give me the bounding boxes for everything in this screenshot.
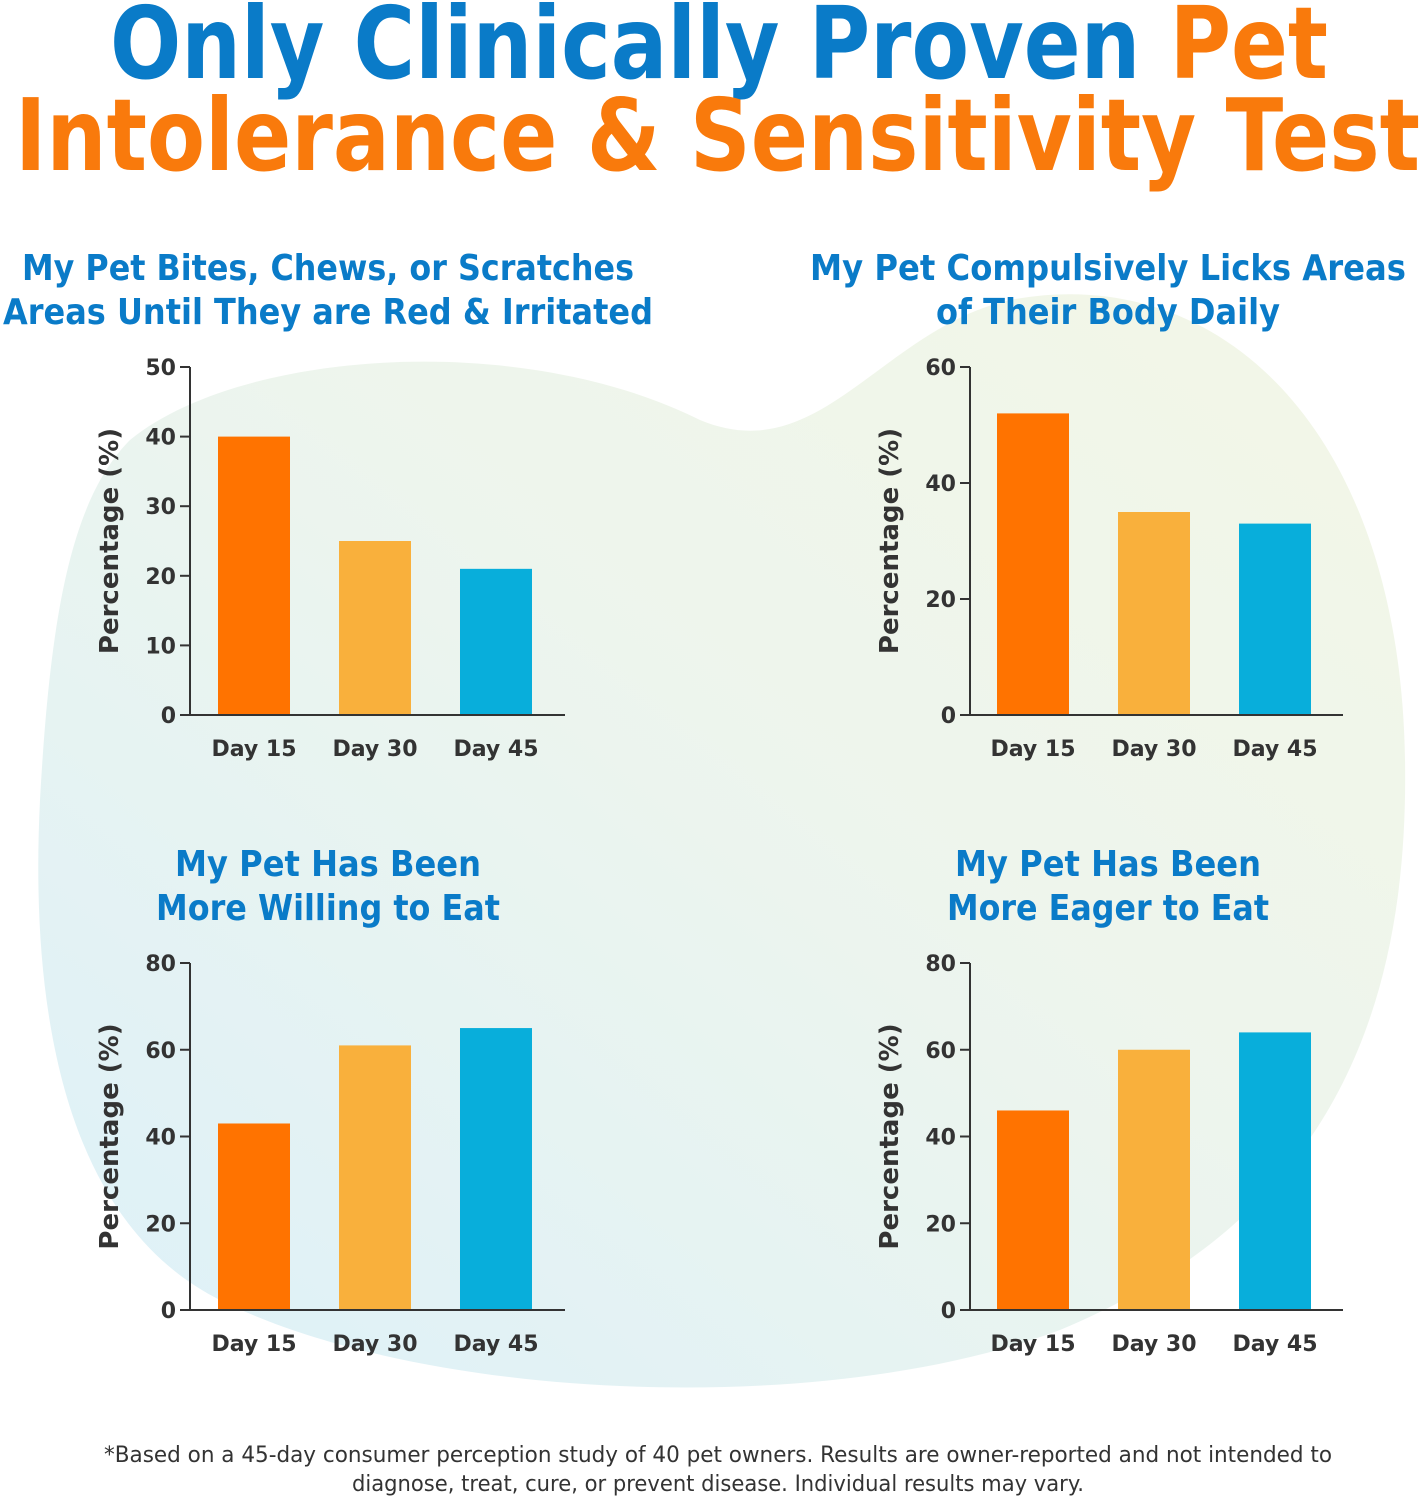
bar — [218, 436, 290, 715]
x-tick-label: Day 45 — [453, 737, 538, 762]
y-tick-label: 20 — [145, 565, 176, 590]
bar — [997, 413, 1069, 715]
y-tick-label: 0 — [161, 704, 176, 729]
y-axis-label: Percentage (%) — [875, 1023, 905, 1249]
bar — [339, 1045, 411, 1310]
chart-title: of Their Body Daily — [936, 292, 1280, 333]
title-part: Only Clinically Proven — [110, 0, 1170, 102]
chart-title: Areas Until They are Red & Irritated — [3, 292, 653, 333]
footnote: *Based on a 45-day consumer perception s… — [104, 1443, 1332, 1468]
y-axis-label: Percentage (%) — [875, 428, 905, 654]
bar — [460, 1028, 532, 1310]
y-tick-label: 80 — [145, 952, 176, 977]
y-tick-label: 0 — [161, 1299, 176, 1324]
x-tick-label: Day 30 — [332, 737, 417, 762]
x-tick-label: Day 15 — [211, 1332, 296, 1357]
chart-title: More Eager to Eat — [947, 888, 1269, 929]
bar — [997, 1110, 1069, 1310]
y-tick-label: 40 — [145, 1126, 176, 1151]
x-tick-label: Day 15 — [990, 1332, 1075, 1357]
title-part: Intolerance & Sensitivity Test — [15, 77, 1420, 194]
bar — [1118, 1049, 1190, 1310]
y-tick-label: 40 — [145, 426, 176, 451]
x-tick-label: Day 15 — [211, 737, 296, 762]
title-part: Pet — [1170, 0, 1328, 102]
x-tick-label: Day 30 — [1111, 737, 1196, 762]
y-tick-label: 60 — [145, 1039, 176, 1064]
y-axis-label: Percentage (%) — [95, 1023, 125, 1249]
chart-title: More Willing to Eat — [156, 888, 500, 929]
page-title-line: Only Clinically Proven Pet — [110, 0, 1328, 102]
chart-title: My Pet Bites, Chews, or Scratches — [22, 248, 634, 289]
y-axis-label: Percentage (%) — [95, 428, 125, 654]
y-tick-label: 0 — [941, 1299, 956, 1324]
bar — [339, 541, 411, 715]
y-tick-label: 30 — [145, 495, 176, 520]
y-tick-label: 20 — [925, 1212, 956, 1237]
y-tick-label: 40 — [925, 472, 956, 497]
y-tick-label: 0 — [941, 704, 956, 729]
page-title-line: Intolerance & Sensitivity Test — [15, 77, 1420, 194]
y-tick-label: 20 — [145, 1212, 176, 1237]
chart-title: My Pet Has Been — [175, 844, 481, 885]
x-tick-label: Day 30 — [1111, 1332, 1196, 1357]
bar — [218, 1123, 290, 1310]
y-tick-label: 80 — [925, 952, 956, 977]
x-tick-label: Day 30 — [332, 1332, 417, 1357]
x-tick-label: Day 15 — [990, 737, 1075, 762]
bar — [1118, 512, 1190, 715]
y-tick-label: 40 — [925, 1126, 956, 1151]
chart-title: My Pet Compulsively Licks Areas — [810, 248, 1406, 289]
footnote: diagnose, treat, cure, or prevent diseas… — [352, 1472, 1084, 1497]
x-tick-label: Day 45 — [1232, 737, 1317, 762]
y-tick-label: 60 — [925, 356, 956, 381]
x-tick-label: Day 45 — [453, 1332, 538, 1357]
y-tick-label: 50 — [145, 356, 176, 381]
y-tick-label: 60 — [925, 1039, 956, 1064]
bar — [460, 568, 532, 715]
y-tick-label: 10 — [145, 634, 176, 659]
chart-title: My Pet Has Been — [955, 844, 1261, 885]
y-tick-label: 20 — [925, 588, 956, 613]
x-tick-label: Day 45 — [1232, 1332, 1317, 1357]
bar — [1239, 523, 1311, 715]
bar — [1239, 1032, 1311, 1310]
